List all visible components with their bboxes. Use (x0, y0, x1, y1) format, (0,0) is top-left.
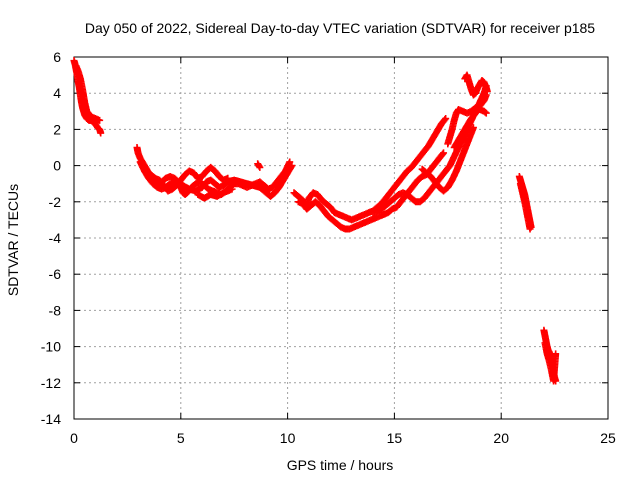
data-points (70, 57, 560, 385)
x-tick-label: 20 (493, 430, 509, 446)
data-point (288, 162, 296, 170)
x-tick-label: 25 (600, 430, 616, 446)
data-point (440, 149, 448, 157)
y-tick-label: -12 (41, 375, 61, 391)
y-tick-label: 0 (53, 158, 61, 174)
data-point (286, 158, 294, 166)
y-tick-label: -2 (49, 194, 62, 210)
gridlines (74, 57, 608, 419)
data-point (224, 174, 232, 182)
y-tick-label: -10 (41, 339, 61, 355)
x-axis-label: GPS time / hours (287, 457, 394, 473)
chart-title: Day 050 of 2022, Sidereal Day-to-day VTE… (85, 20, 595, 36)
y-tick-label: -6 (49, 266, 62, 282)
data-point (526, 225, 534, 233)
data-point (97, 129, 105, 137)
y-tick-label: -8 (49, 302, 62, 318)
x-tick-label: 5 (177, 430, 185, 446)
data-point (228, 185, 236, 193)
data-point (552, 350, 560, 358)
y-axis-label: SDTVAR / TECUs (5, 184, 21, 296)
data-point (441, 116, 449, 124)
data-point (469, 124, 477, 132)
data-point (482, 82, 490, 90)
data-point (481, 108, 489, 116)
y-tick-label: 2 (53, 121, 61, 137)
y-tick-label: -4 (49, 230, 62, 246)
data-point (439, 150, 447, 158)
x-tick-label: 10 (280, 430, 296, 446)
y-tick-label: -14 (41, 411, 61, 427)
y-tick-label: 4 (53, 85, 61, 101)
data-point (96, 116, 104, 124)
x-tick-label: 15 (387, 430, 403, 446)
y-tick-label: 6 (53, 49, 61, 65)
data-point (442, 115, 450, 123)
data-point (482, 109, 490, 117)
data-point (256, 163, 264, 171)
x-tick-label: 0 (70, 430, 78, 446)
